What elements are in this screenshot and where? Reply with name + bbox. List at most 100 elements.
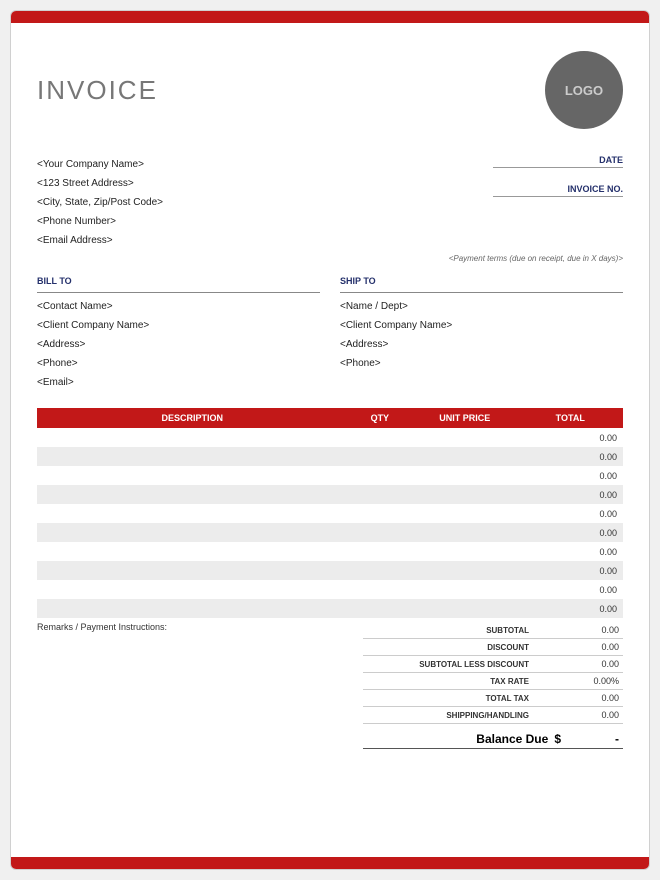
bill-to-phone: <Phone>	[37, 354, 320, 373]
cell-qty	[348, 428, 412, 447]
company-city: <City, State, Zip/Post Code>	[37, 193, 413, 212]
ship-to-company: <Client Company Name>	[340, 316, 623, 335]
content-area: INVOICE LOGO <Your Company Name> <123 St…	[11, 23, 649, 857]
company-phone: <Phone Number>	[37, 212, 413, 231]
cell-unit_price	[412, 504, 517, 523]
tax-rate-label: TAX RATE	[367, 677, 539, 686]
bill-to-heading: BILL TO	[37, 273, 320, 293]
company-street: <123 Street Address>	[37, 174, 413, 193]
top-info-grid: <Your Company Name> <123 Street Address>…	[37, 155, 623, 250]
cell-description	[37, 599, 348, 618]
table-row: 0.00	[37, 447, 623, 466]
cell-unit_price	[412, 580, 517, 599]
col-unit-price: UNIT PRICE	[412, 408, 517, 428]
balance-due-label: Balance Due	[367, 732, 554, 746]
cell-total: 0.00	[518, 523, 623, 542]
header-row: INVOICE LOGO	[37, 51, 623, 129]
cell-total: 0.00	[518, 561, 623, 580]
discount-value: 0.00	[539, 642, 619, 652]
table-row: 0.00	[37, 485, 623, 504]
cell-qty	[348, 504, 412, 523]
address-grid: BILL TO <Contact Name> <Client Company N…	[37, 273, 623, 392]
cell-qty	[348, 542, 412, 561]
cell-unit_price	[412, 428, 517, 447]
bottom-accent-bar	[11, 857, 649, 869]
col-description: DESCRIPTION	[37, 408, 348, 428]
subtotal-less-discount-row: SUBTOTAL LESS DISCOUNT 0.00	[363, 656, 623, 673]
table-row: 0.00	[37, 599, 623, 618]
cell-total: 0.00	[518, 485, 623, 504]
subtotal-less-discount-label: SUBTOTAL LESS DISCOUNT	[367, 660, 539, 669]
table-row: 0.00	[37, 542, 623, 561]
total-tax-row: TOTAL TAX 0.00	[363, 690, 623, 707]
subtotal-less-discount-value: 0.00	[539, 659, 619, 669]
balance-due-value: -	[589, 732, 619, 746]
cell-qty	[348, 580, 412, 599]
line-items-table: DESCRIPTION QTY UNIT PRICE TOTAL 0.000.0…	[37, 408, 623, 618]
table-row: 0.00	[37, 504, 623, 523]
page-title: INVOICE	[37, 75, 158, 106]
cell-total: 0.00	[518, 504, 623, 523]
subtotal-row: SUBTOTAL 0.00	[363, 622, 623, 639]
remarks-label: Remarks / Payment Instructions:	[37, 622, 353, 749]
tax-rate-value: 0.00%	[539, 676, 619, 686]
cell-unit_price	[412, 523, 517, 542]
date-label: DATE	[493, 155, 623, 168]
company-name: <Your Company Name>	[37, 155, 413, 174]
invoice-page: INVOICE LOGO <Your Company Name> <123 St…	[10, 10, 650, 870]
shipping-row: SHIPPING/HANDLING 0.00	[363, 707, 623, 724]
subtotal-value: 0.00	[539, 625, 619, 635]
cell-description	[37, 542, 348, 561]
cell-unit_price	[412, 542, 517, 561]
cell-description	[37, 466, 348, 485]
subtotal-label: SUBTOTAL	[367, 626, 539, 635]
table-row: 0.00	[37, 580, 623, 599]
shipping-value: 0.00	[539, 710, 619, 720]
payment-terms: <Payment terms (due on receipt, due in X…	[37, 254, 623, 263]
bill-to-company: <Client Company Name>	[37, 316, 320, 335]
table-header-row: DESCRIPTION QTY UNIT PRICE TOTAL	[37, 408, 623, 428]
cell-description	[37, 447, 348, 466]
bill-to-email: <Email>	[37, 373, 320, 392]
bill-to-address: <Address>	[37, 335, 320, 354]
shipping-label: SHIPPING/HANDLING	[367, 711, 539, 720]
total-tax-label: TOTAL TAX	[367, 694, 539, 703]
balance-due-currency: $	[554, 732, 589, 746]
totals-block: SUBTOTAL 0.00 DISCOUNT 0.00 SUBTOTAL LES…	[363, 622, 623, 749]
cell-total: 0.00	[518, 428, 623, 447]
cell-unit_price	[412, 561, 517, 580]
cell-unit_price	[412, 447, 517, 466]
cell-unit_price	[412, 466, 517, 485]
cell-qty	[348, 561, 412, 580]
cell-qty	[348, 599, 412, 618]
balance-due-row: Balance Due $ -	[363, 724, 623, 749]
company-info: <Your Company Name> <123 Street Address>…	[37, 155, 413, 250]
cell-description	[37, 485, 348, 504]
top-accent-bar	[11, 11, 649, 23]
cell-description	[37, 561, 348, 580]
cell-description	[37, 504, 348, 523]
cell-total: 0.00	[518, 466, 623, 485]
invoice-meta: DATE INVOICE NO.	[433, 155, 623, 250]
cell-qty	[348, 466, 412, 485]
table-row: 0.00	[37, 561, 623, 580]
discount-label: DISCOUNT	[367, 643, 539, 652]
invoice-no-label: INVOICE NO.	[493, 184, 623, 197]
logo-placeholder: LOGO	[545, 51, 623, 129]
ship-to-address: <Address>	[340, 335, 623, 354]
cell-total: 0.00	[518, 542, 623, 561]
ship-to-phone: <Phone>	[340, 354, 623, 373]
cell-description	[37, 428, 348, 447]
tax-rate-row: TAX RATE 0.00%	[363, 673, 623, 690]
bill-to-block: BILL TO <Contact Name> <Client Company N…	[37, 273, 320, 392]
cell-description	[37, 580, 348, 599]
ship-to-name: <Name / Dept>	[340, 297, 623, 316]
cell-total: 0.00	[518, 447, 623, 466]
total-tax-value: 0.00	[539, 693, 619, 703]
cell-total: 0.00	[518, 580, 623, 599]
cell-unit_price	[412, 485, 517, 504]
ship-to-block: SHIP TO <Name / Dept> <Client Company Na…	[340, 273, 623, 392]
bill-to-contact: <Contact Name>	[37, 297, 320, 316]
col-qty: QTY	[348, 408, 412, 428]
cell-qty	[348, 523, 412, 542]
